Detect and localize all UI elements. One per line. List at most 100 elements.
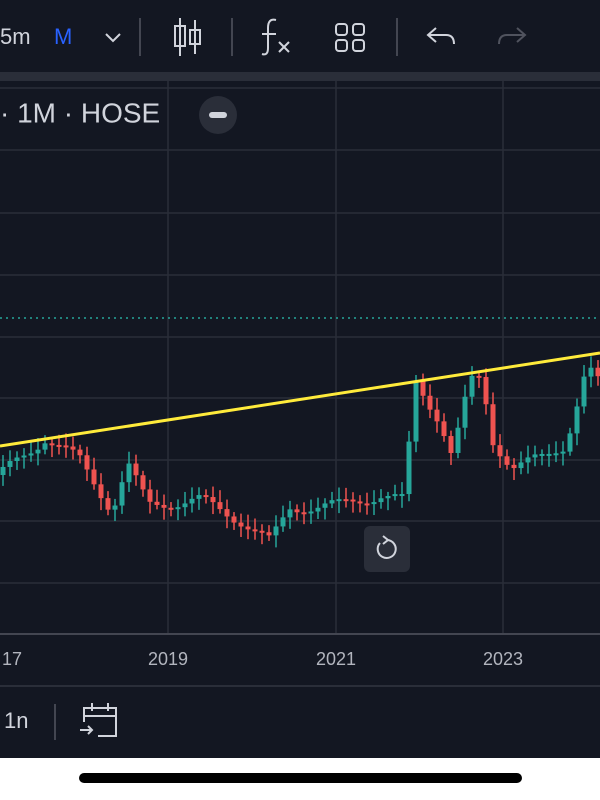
candle-body: [35, 449, 41, 454]
go-to-date-button[interactable]: [80, 703, 117, 737]
reset-chart-button[interactable]: [364, 526, 410, 572]
candle-body: [469, 375, 475, 397]
app-background: [0, 0, 600, 758]
candle-body: [336, 499, 342, 502]
candle-body: [203, 495, 209, 498]
candle-body: [119, 482, 125, 506]
undo-button[interactable]: [426, 27, 455, 45]
candle-body: [273, 526, 279, 536]
candle-body: [511, 464, 517, 469]
candle-body: [182, 503, 188, 508]
trend-line[interactable]: [0, 351, 600, 448]
candle-body: [0, 466, 6, 475]
candle-body: [567, 433, 573, 452]
candle-body: [140, 475, 146, 490]
candle-body: [504, 456, 510, 465]
candle-body: [483, 376, 489, 405]
x-axis-label: 2023: [483, 649, 523, 669]
candle-body: [133, 463, 139, 476]
candle-body: [560, 451, 566, 454]
candle-body: [7, 461, 13, 467]
candle-body: [91, 469, 97, 485]
candle-body: [84, 455, 90, 470]
candle-body: [161, 504, 167, 508]
candle-body: [217, 502, 223, 510]
candle-body: [553, 453, 559, 456]
candle-body: [42, 443, 48, 450]
candle-body: [77, 449, 83, 456]
candle-body: [168, 507, 174, 510]
interval-button[interactable]: 5m: [0, 24, 31, 49]
candle-body: [196, 495, 202, 499]
candle-body: [497, 445, 503, 457]
candle-body: [175, 507, 181, 510]
candle-body: [210, 497, 216, 503]
redo-button[interactable]: [498, 27, 527, 45]
chart-type-button[interactable]: [174, 18, 201, 56]
candle-body: [532, 454, 538, 458]
candle-body: [322, 503, 328, 508]
layout-button[interactable]: [335, 23, 365, 52]
candle-body: [98, 484, 104, 499]
candle-body: [427, 395, 433, 410]
candle-body: [252, 529, 258, 532]
candle-body: [490, 404, 496, 446]
candle-body: [147, 489, 153, 502]
candle-body: [378, 498, 384, 503]
candle-body: [434, 409, 440, 422]
candle-body: [105, 498, 111, 510]
candle-body: [231, 516, 237, 523]
candle-body: [518, 462, 524, 469]
candle-body: [189, 498, 195, 504]
candle-body: [350, 499, 356, 502]
candle-body: [448, 436, 454, 453]
interval-dropdown[interactable]: [105, 33, 121, 43]
indicators-button[interactable]: [261, 18, 290, 56]
collapse-icon: [209, 112, 227, 118]
candle-body: [280, 517, 286, 527]
candle-body: [224, 509, 230, 517]
candle-body: [245, 526, 251, 530]
candle-body: [476, 375, 482, 378]
toolbar-separator: [0, 72, 600, 81]
candle-body: [595, 367, 600, 377]
candle-body: [413, 381, 419, 442]
candle-body: [49, 443, 55, 446]
candle-body: [364, 503, 370, 506]
candle-body: [14, 457, 20, 462]
symbol-legend: · 1M · HOSE: [0, 97, 160, 128]
candle-body: [112, 505, 118, 510]
candle-body: [56, 444, 62, 447]
candles: [0, 356, 600, 548]
candle-body: [441, 421, 447, 437]
candle-body: [126, 463, 132, 483]
candle-body: [420, 381, 426, 396]
candle-body: [371, 502, 377, 505]
x-axis-label: 2021: [316, 649, 356, 669]
candle-body: [63, 445, 69, 448]
candle-body: [259, 530, 265, 533]
candle-body: [287, 509, 293, 518]
candle-body: [308, 511, 314, 514]
candle-body: [525, 457, 531, 463]
reset-icon-arrow: [382, 535, 390, 545]
candle-body: [539, 453, 545, 456]
range-button[interactable]: 1n: [4, 708, 28, 733]
candle-body: [21, 455, 27, 458]
candle-body: [406, 441, 412, 495]
candle-body: [301, 512, 307, 515]
candle-body: [455, 427, 461, 453]
candle-body: [28, 453, 34, 456]
home-indicator: [79, 773, 522, 783]
x-axis-label: 17: [2, 649, 22, 669]
candle-body: [315, 507, 321, 512]
candle-body: [343, 499, 349, 502]
chart-interval-button[interactable]: M: [54, 24, 72, 49]
candle-body: [357, 501, 363, 504]
candle-body: [581, 376, 587, 407]
candle-body: [266, 532, 272, 536]
candle-body: [392, 494, 398, 497]
candle-body: [574, 406, 580, 434]
